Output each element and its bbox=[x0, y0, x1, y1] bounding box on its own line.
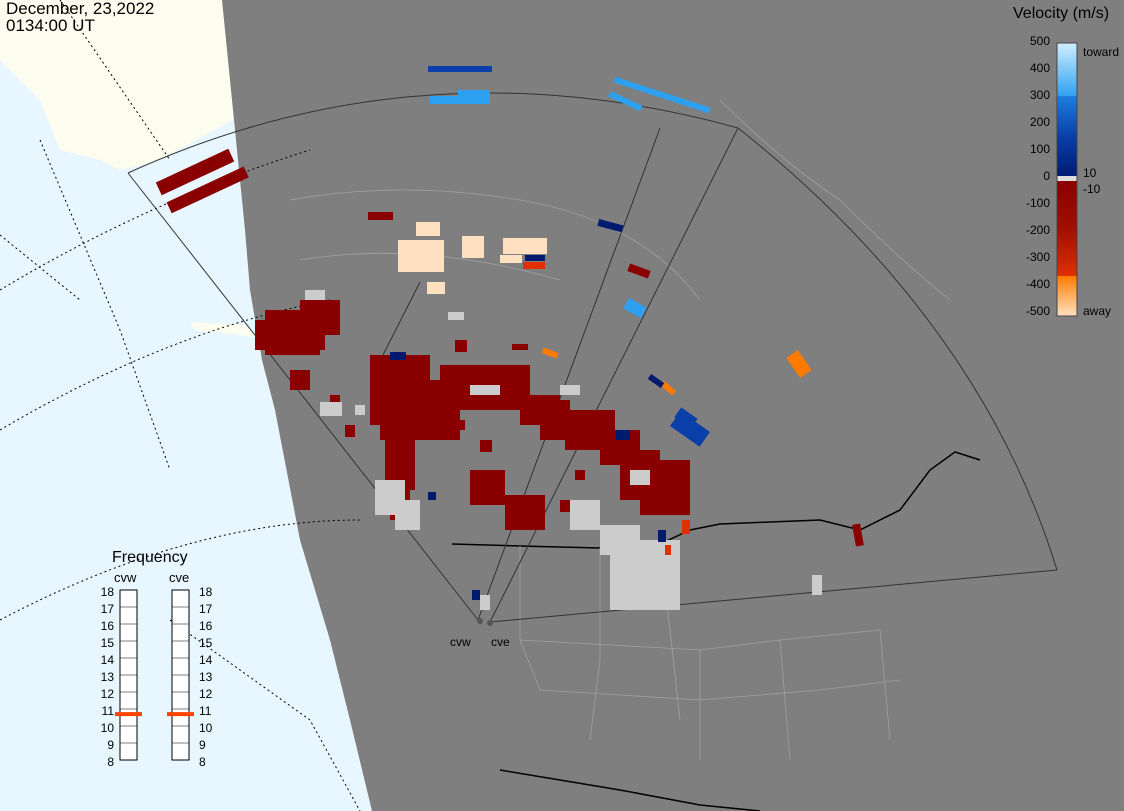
velocity-tick: 400 bbox=[1029, 61, 1050, 75]
north-america-land bbox=[222, 0, 1124, 811]
scatter-away-low bbox=[155, 148, 864, 608]
velocity-tick: -300 bbox=[1025, 250, 1050, 264]
graticule bbox=[0, 0, 361, 811]
velocity-colorbar bbox=[1056, 42, 1078, 317]
cve-frequency-marker bbox=[167, 712, 194, 717]
scatter-ground bbox=[305, 290, 822, 610]
cve-frequency-levels: 18 17 16 15 14 13 12 11 10 9 8 bbox=[199, 585, 213, 769]
velocity-inner-tick: -10 bbox=[1083, 182, 1101, 196]
frequency-title: Frequency bbox=[112, 549, 188, 566]
velocity-tick: -200 bbox=[1025, 223, 1050, 237]
date-label: December, 23,2022 bbox=[6, 0, 155, 18]
velocity-tick: -400 bbox=[1025, 277, 1050, 291]
velocity-tick: 200 bbox=[1029, 115, 1050, 129]
frequency-radar-label: cvw bbox=[114, 570, 137, 585]
alaska-peninsula bbox=[190, 322, 260, 338]
scatter-toward-low bbox=[428, 66, 710, 447]
velocity-inner-tick: 10 bbox=[1083, 166, 1097, 180]
velocity-tick: 0 bbox=[1043, 169, 1050, 183]
velocity-tick: 500 bbox=[1029, 34, 1050, 48]
radar-fov bbox=[127, 92, 1058, 623]
scatter-toward-min bbox=[390, 218, 666, 600]
velocity-toward-label: toward bbox=[1083, 45, 1120, 59]
site-label-cve: cve bbox=[491, 635, 510, 649]
velocity-tick: -100 bbox=[1025, 196, 1050, 210]
scatter-away-mid bbox=[523, 262, 690, 555]
time-label: 0134:00 UT bbox=[6, 16, 95, 35]
velocity-tick: -500 bbox=[1025, 304, 1050, 318]
frequency-bars bbox=[115, 589, 194, 761]
radar-site-marker bbox=[477, 618, 483, 624]
velocity-tick: 300 bbox=[1029, 88, 1050, 102]
scatter-away-high bbox=[541, 347, 812, 396]
velocity-scale-title: Velocity (m/s) bbox=[1013, 5, 1110, 22]
scatter-toward-mid bbox=[430, 76, 711, 319]
radar-site-marker bbox=[487, 620, 493, 626]
alaska-land bbox=[0, 0, 236, 170]
frequency-radar-label: cve bbox=[169, 570, 190, 585]
cvw-frequency-marker bbox=[115, 712, 142, 717]
velocity-away-label: away bbox=[1083, 304, 1112, 318]
scatter-away-max bbox=[398, 222, 547, 294]
velocity-tick: 100 bbox=[1029, 142, 1050, 156]
site-label-cvw: cvw bbox=[450, 635, 471, 649]
cvw-frequency-levels: 18 17 16 15 14 13 12 11 10 9 8 bbox=[100, 585, 114, 769]
